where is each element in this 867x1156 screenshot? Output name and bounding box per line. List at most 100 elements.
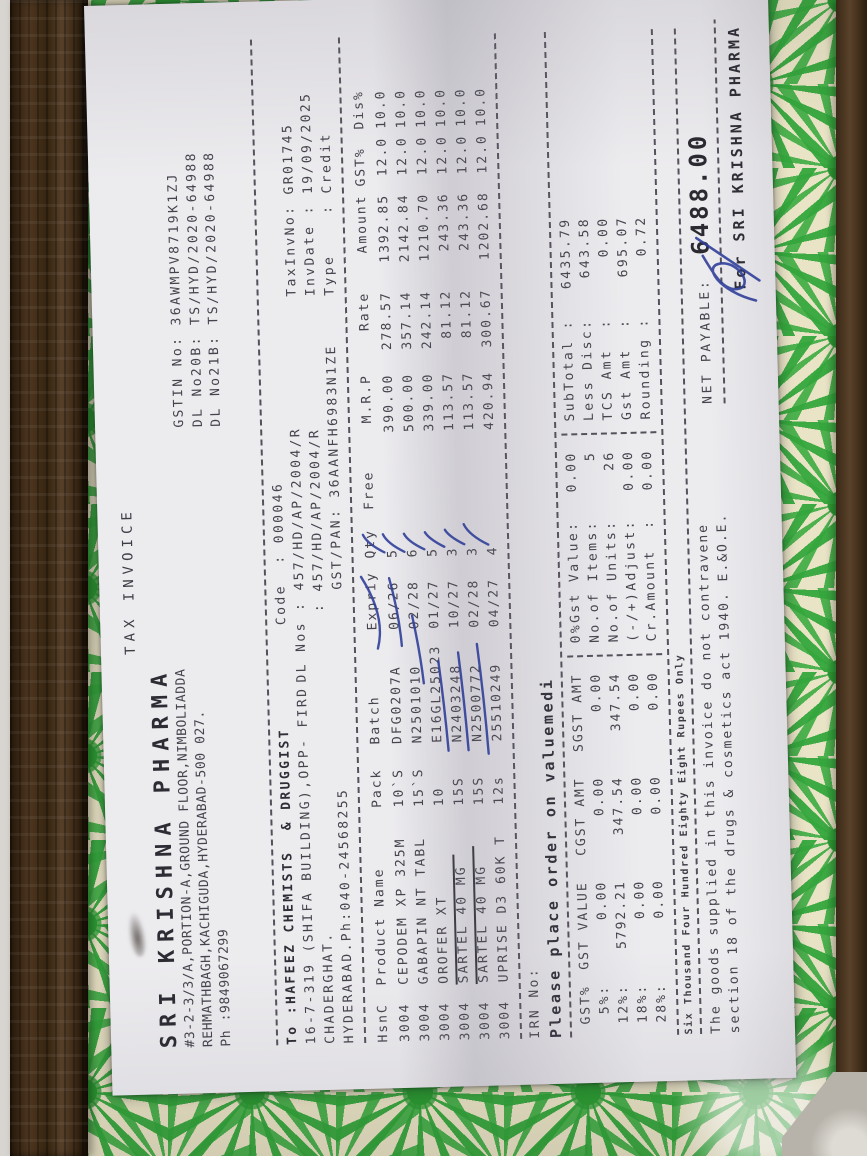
table-cell: 10`S (390, 767, 407, 808)
table-cell (400, 449, 422, 509)
table-cell: 10.0 (432, 87, 449, 128)
gst-cell: 18%: (634, 983, 651, 1024)
col-header: Amount (353, 194, 371, 254)
counts-block: 0%Gst Value: 0.00 No.of Items: 5 No.of Uni… (562, 449, 662, 643)
table-cell: 12.0 (473, 134, 491, 174)
table-cell (480, 447, 502, 507)
table-cell (380, 450, 402, 510)
table-cell: 3004 (396, 1002, 413, 1043)
table-cell: 3 (464, 545, 481, 557)
invoice-header: SRI KRISHNA PHARMA #3-2-3/3/A,PORTION-A,… (131, 40, 271, 1049)
table-cell: 278.57 (378, 290, 395, 351)
table-cell: 10.0 (472, 86, 489, 127)
table-cell: 15`S (410, 767, 427, 808)
signatory: For SRI KRISHNA PHARMA (724, 24, 750, 290)
table-cell: 10.0 (452, 87, 469, 127)
table-cell: 15S (450, 776, 467, 806)
table-cell: 243.36 (435, 192, 453, 252)
table-cell: 02/28 (465, 578, 482, 628)
invoice-paper: TAX INVOICE SRI KRISHNA PHARMA #3-2-3/3/… (84, 0, 797, 1096)
total-value: 695.07 (614, 215, 632, 278)
registration-block: GSTIN No: 36AWMPV8719K1ZJ DL No20B: TS/H… (164, 150, 227, 427)
total-value: 6435.79 (557, 217, 575, 290)
invoice-meta-block: TaxInvNo: GR01745 InvDate : 19/09/2025 T… (277, 91, 339, 297)
table-cell: 2142.84 (395, 193, 413, 263)
wall-strip (0, 0, 12, 1156)
total-value: 0.00 (595, 216, 612, 258)
col-header: Batch (366, 695, 383, 745)
count-value: 0.00 (620, 449, 637, 492)
table-cell: 06/26 (385, 580, 402, 631)
table-cell: 12s (490, 775, 507, 805)
dashed-vertical-separator (561, 431, 657, 436)
col-header: Rate (356, 291, 373, 332)
table-cell: 3004 (456, 1000, 473, 1041)
gst-table: GST% GST VALUE CGST AMT SGST AMT 5%: 0.00… (568, 671, 672, 1037)
table-cell: 10.0 (412, 88, 429, 129)
table-cell: 5 (424, 546, 441, 558)
wood-plank-left (10, 0, 88, 1156)
count-label: Cr.Amount : (641, 518, 660, 642)
table-cell (460, 448, 482, 508)
table-cell: 357.14 (398, 290, 415, 350)
table-cell: 10 (431, 786, 447, 807)
col-header: M.R.P (358, 373, 375, 424)
invoice-type: Type : Credit (318, 131, 338, 296)
table-cell: 25510249 (487, 662, 505, 742)
total-value: 0.72 (633, 215, 650, 257)
table-cell: 3004 (476, 1000, 493, 1041)
count-value: 5 (582, 450, 599, 462)
table-cell: 420.94 (480, 370, 497, 431)
totals-block: SubTotal :6435.79 Less Disc: 643.58 TCS A… (556, 215, 656, 421)
gst-cell: 0.00 (651, 879, 668, 919)
table-cell: 4 (484, 545, 501, 556)
table-cell: 01/27 (425, 579, 442, 629)
table-cell: 113.57 (440, 371, 457, 432)
total-line: Rounding : 0.72 (632, 215, 656, 419)
gst-cell: 5%: (596, 984, 613, 1015)
table-cell: 1392.85 (375, 193, 393, 263)
col-header: HsnC (374, 1003, 391, 1043)
table-cell: 390.00 (380, 373, 397, 433)
table-cell: 1202.68 (475, 191, 493, 261)
table-cell: 12.0 (434, 135, 451, 175)
table-cell: 500.00 (400, 372, 417, 433)
count-value: 0.00 (639, 449, 656, 491)
table-cell: 3004 (496, 999, 513, 1040)
table-cell: 04/27 (485, 577, 502, 628)
gst-cell: 12%: (615, 984, 632, 1024)
table-cell: 10.0 (392, 88, 409, 129)
table-cell: 10.0 (372, 89, 389, 130)
gst-col-header: GST% (577, 985, 594, 1025)
table-cell: 81.12 (438, 289, 455, 339)
table-cell: 339.00 (420, 372, 437, 432)
net-payable-block: NET PAYABLE: 6488.00 For SRI KRISHNA PHA… (681, 19, 753, 404)
wood-strip-right (836, 0, 867, 1092)
table-cell (440, 448, 462, 508)
gst-cell: 0.00 (648, 775, 665, 815)
col-header: Expriy (363, 571, 380, 631)
dashed-vertical-separator (567, 653, 663, 658)
table-cell: 12.0 (414, 135, 431, 176)
col-header: Qty (362, 528, 379, 559)
col-header: Dis% (350, 89, 367, 130)
table-cell: 81.12 (458, 288, 475, 339)
table-cell: 5 (384, 547, 401, 559)
total-value: 643.58 (576, 216, 594, 279)
table-cell: 02/28 (405, 579, 422, 630)
table-cell: 243.36 (455, 191, 473, 251)
count-value: 0.00 (563, 451, 580, 493)
table-cell: 3004 (416, 1001, 433, 1042)
table-cell (420, 449, 442, 509)
table-cell: 6 (404, 547, 421, 558)
net-payable-row: NET PAYABLE: 6488.00 (681, 20, 719, 405)
col-header: Pack (368, 768, 385, 809)
net-payable-value: 6488.00 (683, 132, 715, 256)
gst-cell: 0.00 (645, 671, 662, 711)
table-cell: UPRISE D3 60K T (492, 834, 512, 983)
col-header: Free (360, 470, 377, 511)
table-cell: 113.57 (460, 371, 477, 431)
table-cell: 15S (470, 775, 487, 806)
total-label: Rounding : (636, 316, 655, 420)
table-cell: 12.0 (454, 134, 471, 175)
